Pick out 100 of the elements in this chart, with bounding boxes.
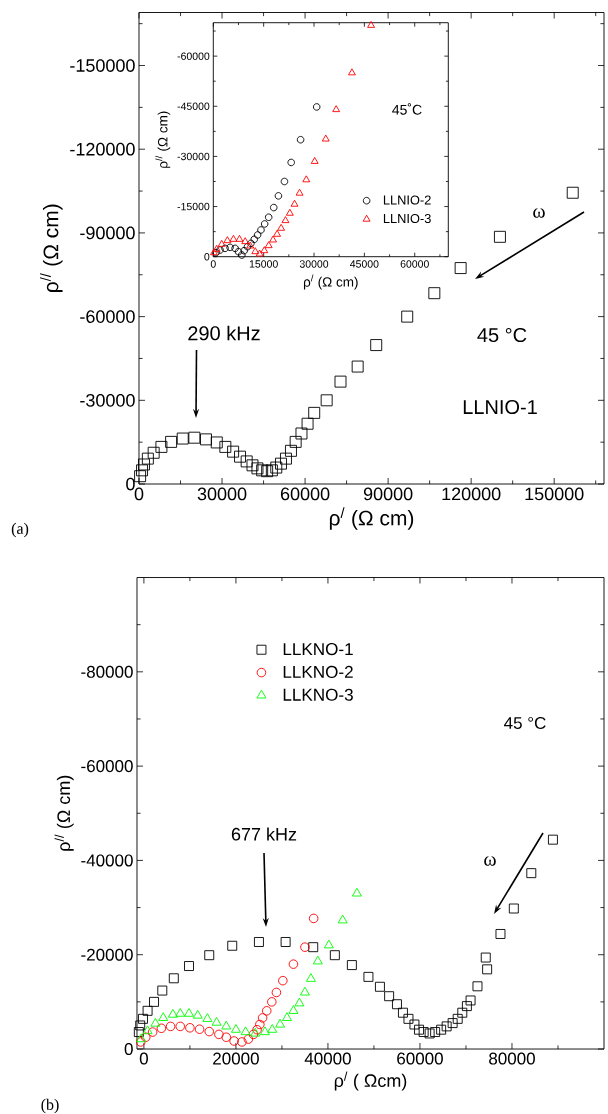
y-tick-label: -30000: [80, 393, 135, 407]
y-axis-title: ρ$^{//}$ (Ω cm): [40, 204, 63, 292]
point: [175, 1008, 186, 1017]
point: [493, 230, 506, 243]
x-tick-label: 0: [139, 1052, 148, 1065]
point: [370, 339, 383, 352]
annotation: ω: [484, 856, 496, 866]
annotation: 45 °C: [504, 716, 546, 730]
point: [260, 246, 269, 254]
point: [363, 971, 374, 982]
point: [259, 1026, 270, 1036]
point: [158, 1012, 169, 1021]
y-tick-label: 0: [126, 477, 135, 491]
point: [280, 177, 289, 186]
y-tick-label: -30000: [177, 152, 210, 161]
y-tick-label: -120000: [70, 142, 135, 156]
point: [329, 950, 340, 961]
point: [138, 1013, 148, 1024]
point: [374, 981, 385, 992]
point: [221, 1032, 232, 1042]
x-tick-label: 45000: [350, 260, 379, 268]
x-tick-label: 40000: [304, 1052, 351, 1065]
point: [280, 937, 291, 947]
x-tick-label: 60000: [280, 487, 330, 501]
point: [367, 20, 375, 28]
point: [140, 1032, 151, 1042]
point: [202, 1013, 213, 1022]
x-tick-label: 0: [210, 260, 216, 268]
x-axis-title: ρ$^{/}$ ( Ωcm): [334, 1071, 407, 1091]
point: [384, 991, 395, 1002]
point: [418, 1027, 429, 1037]
point: [305, 973, 316, 982]
point: [150, 1017, 161, 1027]
point: [273, 229, 281, 237]
point: [240, 1026, 251, 1036]
point: [495, 929, 506, 939]
point: [267, 997, 277, 1007]
point: [289, 435, 302, 448]
point: [270, 461, 283, 474]
point: [264, 213, 273, 221]
annotation: ω: [533, 208, 545, 218]
annotation: 45˚C: [392, 103, 422, 115]
y-tick-label: 0: [204, 252, 210, 261]
point: [229, 234, 238, 242]
point: [223, 236, 232, 244]
text: (b): [41, 1098, 59, 1114]
point: [288, 1005, 299, 1014]
point: [269, 235, 277, 243]
point: [221, 244, 229, 253]
point: [255, 1019, 265, 1030]
point: [219, 440, 232, 453]
point: [441, 1021, 452, 1032]
point: [287, 158, 295, 167]
point: [251, 247, 260, 255]
point: [301, 417, 314, 430]
point: [136, 464, 148, 477]
point: [141, 452, 154, 465]
x-axis-title: ρ$^{/}$ (Ω cm): [303, 274, 358, 290]
y-axis-title: ρ$^{//}$ (Ω cm): [155, 111, 171, 168]
point: [147, 1027, 158, 1037]
point: [210, 436, 223, 449]
point: [200, 433, 212, 446]
text: LLNIO-1: [463, 399, 537, 415]
point: [428, 287, 441, 300]
x-tick-label: 0: [134, 487, 144, 501]
point: [237, 1037, 247, 1047]
point: [457, 1007, 468, 1018]
point: [308, 913, 319, 924]
point: [235, 234, 244, 242]
point: [135, 1020, 146, 1031]
point: [351, 360, 364, 373]
point: [253, 231, 262, 239]
point: [295, 188, 304, 196]
x-tick-label: 30000: [299, 260, 329, 268]
point: [256, 464, 269, 477]
point: [133, 1027, 144, 1037]
point: [321, 134, 330, 142]
text: (a): [11, 522, 29, 538]
x-tick-label: 15000: [249, 260, 278, 268]
y-tick-label: -60000: [81, 760, 133, 773]
point: [216, 246, 224, 254]
point: [278, 975, 288, 986]
point: [185, 1023, 195, 1033]
point: [351, 887, 362, 897]
point: [424, 1028, 435, 1039]
legend-label: LLNIO-3: [383, 213, 431, 224]
point: [482, 964, 493, 975]
point: [260, 220, 269, 228]
y-tick-label: -15000: [177, 202, 210, 211]
point: [302, 175, 311, 183]
point: [168, 973, 179, 984]
point: [243, 1034, 254, 1044]
point: [234, 247, 243, 256]
point: [240, 246, 248, 255]
point: [285, 444, 297, 457]
point: [142, 1005, 153, 1016]
point: [165, 435, 178, 448]
point: [241, 237, 250, 245]
point: [255, 249, 264, 257]
point: [508, 903, 519, 914]
